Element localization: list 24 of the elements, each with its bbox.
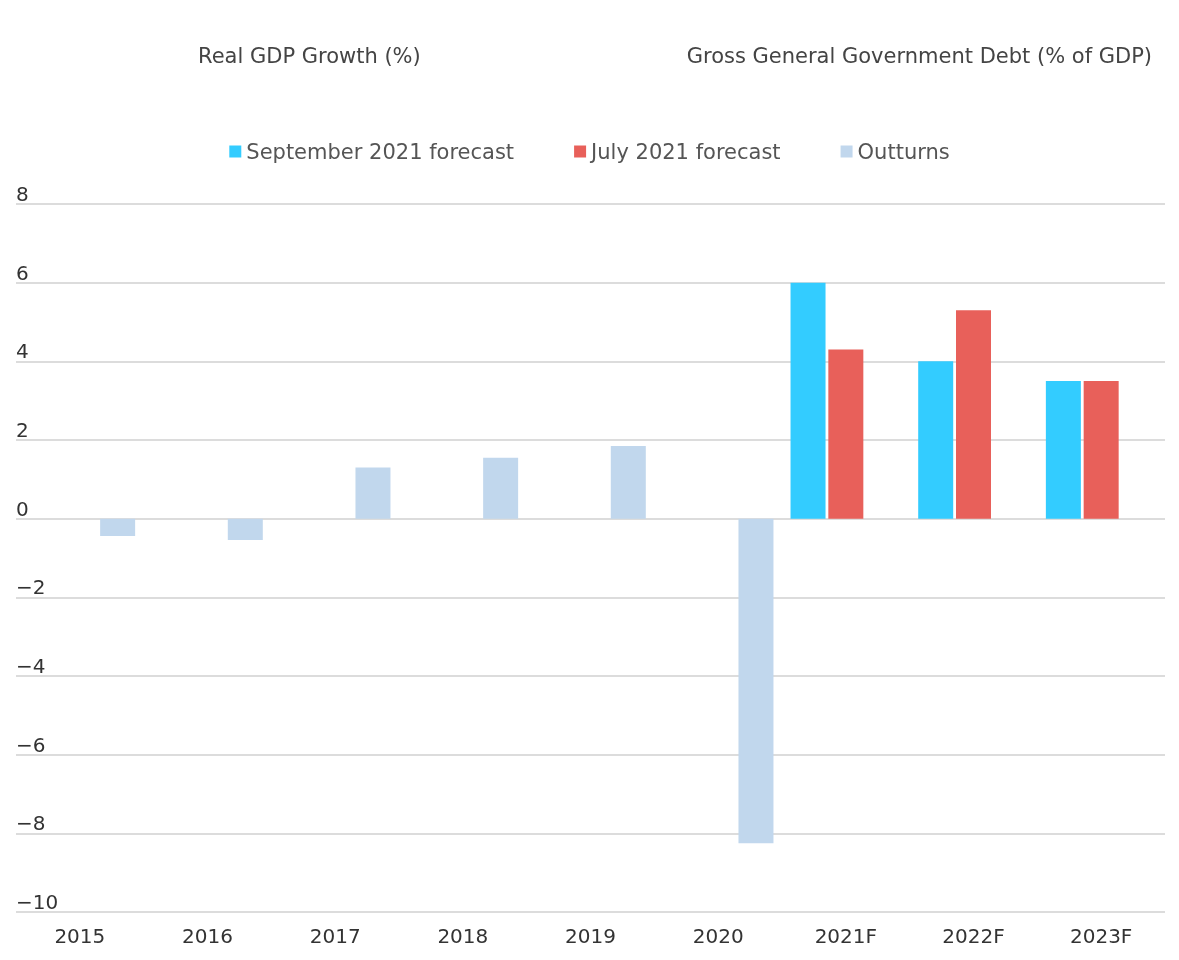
- x-tick-label: 2020: [692, 924, 744, 948]
- x-tick-label: 2015: [54, 924, 106, 948]
- y-tick-label: −8: [16, 811, 46, 836]
- y-tick-label: 2: [16, 418, 29, 442]
- y-tick-label: 6: [16, 260, 29, 285]
- y-tick-label: −10: [16, 890, 59, 914]
- text: Gross General Government Debt (% of GDP): [686, 43, 1153, 68]
- y-tick-label: 8: [16, 182, 29, 206]
- x-tick-label: 2016: [182, 924, 233, 948]
- y-tick-label: −2: [16, 575, 46, 600]
- x-tick-label: 2017: [309, 924, 361, 948]
- y-tick-label: 4: [16, 339, 29, 364]
- y-tick-label: −6: [16, 732, 46, 757]
- x-tick-label: 2022F: [942, 924, 1005, 948]
- x-tick-label: 2021F: [814, 924, 878, 948]
- chart-title: Real GDP Growth (%): [198, 43, 421, 68]
- x-tick-label: 2023F: [1069, 924, 1133, 948]
- legend-label: September 2021 forecast: [246, 139, 515, 164]
- x-tick-label: 2018: [437, 924, 489, 948]
- x-tick-label: 2019: [565, 924, 616, 948]
- y-tick-label: −4: [16, 654, 46, 678]
- y-tick-label: 0: [16, 496, 29, 521]
- legend-label: Outturns: [857, 139, 950, 164]
- legend-label: July 2021 forecast: [589, 139, 781, 164]
